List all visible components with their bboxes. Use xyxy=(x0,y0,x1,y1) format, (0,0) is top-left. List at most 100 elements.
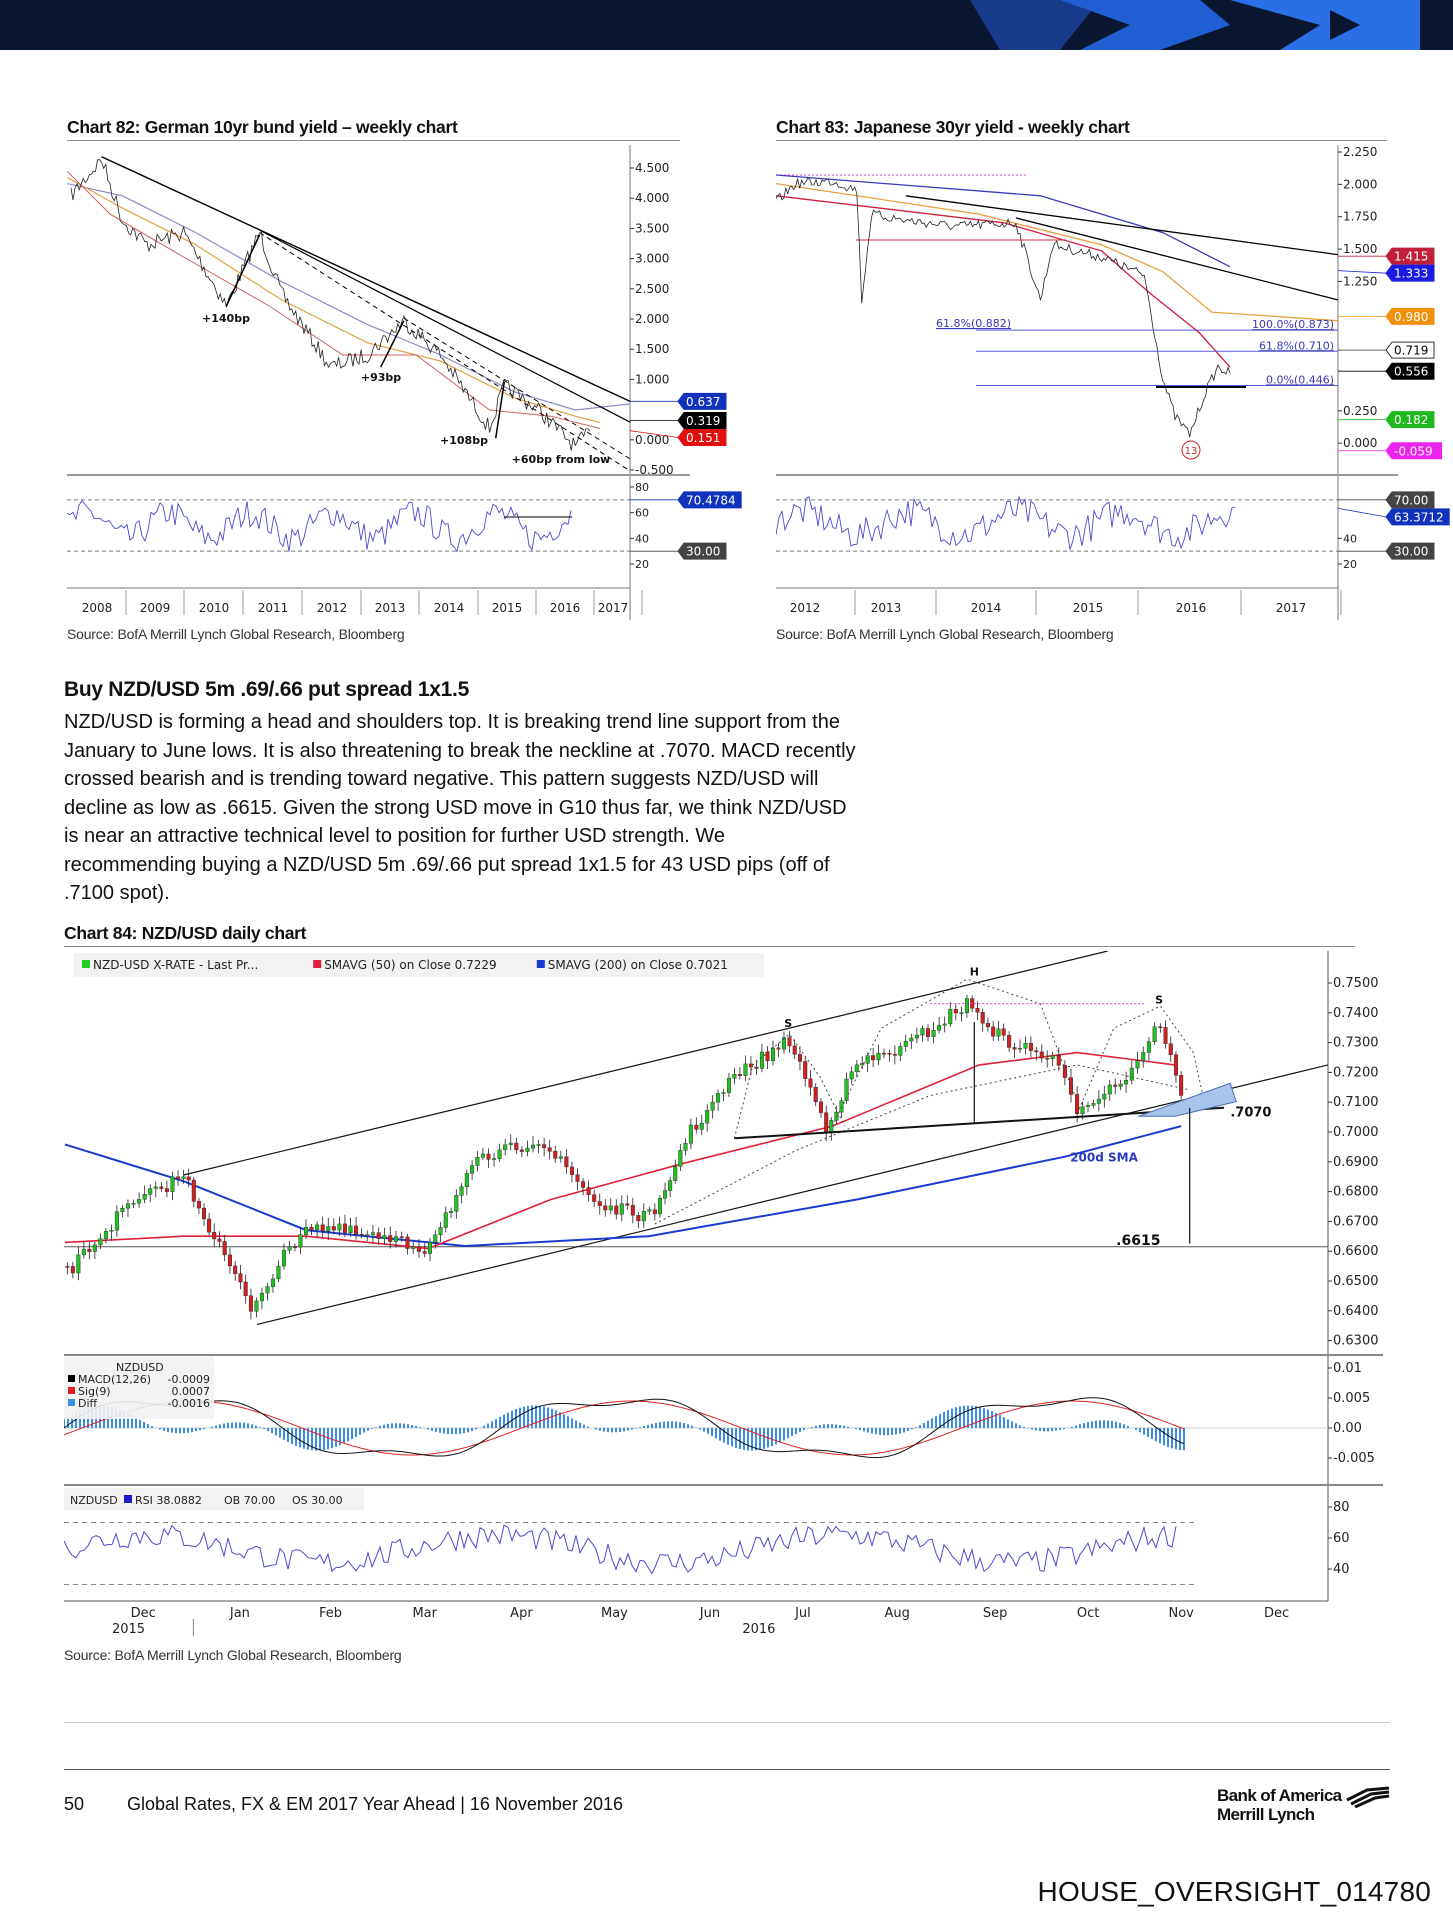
candle xyxy=(514,1142,519,1151)
candle xyxy=(76,1254,81,1274)
neckline-zone xyxy=(1138,1082,1237,1117)
x-tick-label: 2017 xyxy=(598,601,629,615)
paragraph-line: crossed bearish and is trending toward n… xyxy=(64,768,819,790)
candle xyxy=(860,1063,865,1066)
support-dotted xyxy=(654,1064,1188,1225)
x-tick-label: 2013 xyxy=(871,601,902,615)
candle xyxy=(608,1205,613,1211)
candle xyxy=(948,1009,953,1025)
x-month-label: Dec xyxy=(131,1606,156,1621)
candle xyxy=(636,1215,641,1222)
x-month-label: Dec xyxy=(1264,1606,1289,1621)
value-tag-leader xyxy=(1337,270,1387,274)
logo-line-1: Bank of America xyxy=(1217,1786,1342,1805)
candle xyxy=(148,1188,153,1195)
candle xyxy=(647,1209,652,1212)
x-tick-label: 2017 xyxy=(1276,601,1307,615)
paragraph-line: January to June lows. It is also threate… xyxy=(64,739,856,762)
y-tick-label: 0.7200 xyxy=(1333,1065,1379,1080)
x-month-label: Nov xyxy=(1168,1606,1194,1621)
rsi-legend-label: NZDUSD xyxy=(70,1494,118,1507)
legend-label: SMAVG (200) on Close 0.7021 xyxy=(548,958,728,972)
yield-price-line xyxy=(70,159,591,451)
value-tag-bg xyxy=(677,392,727,410)
channel-line-upper xyxy=(183,951,1108,1176)
rsi-tick-label: 60 xyxy=(635,507,649,520)
x-tick-label: 2010 xyxy=(199,601,230,615)
candle xyxy=(217,1238,222,1242)
y-tick-label: 1.750 xyxy=(1343,210,1377,224)
x-year-label: 2015 xyxy=(112,1622,145,1637)
candle xyxy=(663,1190,668,1199)
macd-legend-label: Sig(9) xyxy=(78,1385,111,1398)
x-tick-label: 2016 xyxy=(550,601,581,615)
candle xyxy=(683,1143,688,1151)
candle xyxy=(829,1120,834,1133)
value-tag: 1.415 xyxy=(1394,250,1428,264)
candle xyxy=(103,1231,108,1239)
candle xyxy=(1056,1055,1061,1066)
chart-83-source: Source: BofA Merrill Lynch Global Resear… xyxy=(776,626,1114,642)
ma-long-line xyxy=(67,183,631,411)
shoulder-arc xyxy=(1076,1005,1207,1114)
y-tick-label: 1.000 xyxy=(635,372,669,386)
candle xyxy=(1179,1075,1184,1096)
candle xyxy=(839,1100,844,1113)
candle xyxy=(254,1300,259,1312)
rsi-tick-label: 20 xyxy=(1343,558,1357,571)
rsi-legend-label: RSI 38.0882 xyxy=(135,1494,202,1507)
x-month-label: Mar xyxy=(412,1606,437,1621)
candle xyxy=(619,1203,624,1215)
ma-mid-line xyxy=(67,176,600,423)
x-month-label: Oct xyxy=(1077,1606,1099,1621)
candle xyxy=(909,1037,914,1042)
candle xyxy=(625,1203,630,1206)
candle xyxy=(603,1205,608,1211)
candle xyxy=(797,1054,802,1062)
value-tag-bg xyxy=(1385,247,1435,265)
chart-83-title: Chart 83: Japanese 30yr yield - weekly c… xyxy=(776,117,1130,137)
legend-swatch xyxy=(536,960,545,968)
fib-label: 61.8%(0.882) xyxy=(936,317,1011,330)
candle xyxy=(1012,1047,1017,1050)
channel-line-lower xyxy=(256,1064,1329,1325)
value-tag-bg xyxy=(1385,307,1435,325)
candle xyxy=(1135,1060,1140,1069)
candle xyxy=(931,1030,936,1037)
chart-84-source: Source: BofA Merrill Lynch Global Resear… xyxy=(64,1647,402,1663)
x-month-label: Sep xyxy=(983,1606,1008,1621)
y-tick-label: 0.6500 xyxy=(1333,1274,1379,1289)
candle xyxy=(834,1111,839,1121)
neckline xyxy=(734,1106,1225,1140)
candle xyxy=(1034,1050,1039,1053)
candle xyxy=(337,1223,342,1231)
fib-label: 0.0%(0.446) xyxy=(1266,373,1334,386)
candle xyxy=(87,1248,92,1252)
candle xyxy=(1045,1057,1050,1060)
rsi-tick-label: 60 xyxy=(1333,1531,1350,1546)
candle xyxy=(270,1278,275,1287)
candle xyxy=(259,1292,264,1302)
rsi-tick-label: 40 xyxy=(1333,1562,1350,1577)
candle xyxy=(131,1203,136,1205)
header-band-graphic xyxy=(970,0,1420,50)
candle xyxy=(959,1012,964,1015)
candle xyxy=(1118,1083,1123,1087)
candle xyxy=(553,1151,558,1159)
candle xyxy=(996,1028,1001,1037)
candle xyxy=(975,1008,980,1013)
candle xyxy=(464,1173,469,1187)
candle xyxy=(315,1224,320,1230)
candle xyxy=(876,1052,881,1061)
y-tick-label: 0.000 xyxy=(1343,436,1377,450)
y-tick-label: 0.7100 xyxy=(1333,1095,1379,1110)
candle xyxy=(486,1153,491,1160)
rsi-tick-label: 80 xyxy=(1333,1500,1350,1515)
candle xyxy=(238,1273,243,1283)
macd-signal-line xyxy=(64,1400,1185,1456)
x-tick-label: 2009 xyxy=(140,601,171,615)
candle xyxy=(492,1158,497,1160)
candle xyxy=(937,1025,942,1031)
annotation-label: +93bp xyxy=(361,371,401,384)
chart-annotation: S xyxy=(784,1017,792,1030)
